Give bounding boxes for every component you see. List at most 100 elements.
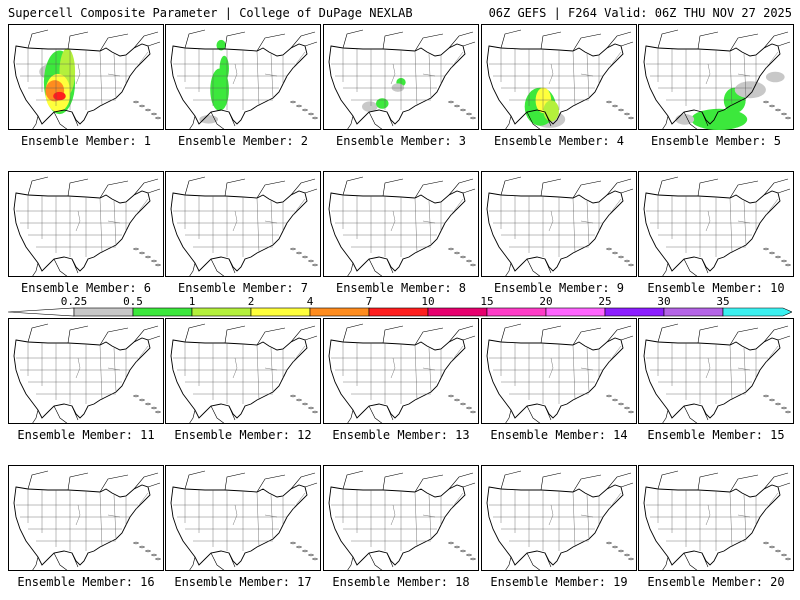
colorbar-tick-label: 0.25 bbox=[61, 295, 88, 308]
ensemble-member-label: Ensemble Member: 12 bbox=[174, 428, 312, 442]
canada-coast bbox=[462, 188, 476, 194]
colorbar-segment bbox=[73, 307, 134, 317]
caribbean-island bbox=[785, 410, 791, 414]
state-boundary bbox=[256, 197, 260, 254]
caribbean-island bbox=[460, 108, 466, 112]
mexico-coast bbox=[661, 258, 709, 277]
canada-coast bbox=[133, 325, 159, 343]
ensemble-member-map bbox=[8, 318, 164, 424]
state-boundary bbox=[765, 51, 779, 69]
canada-coast bbox=[462, 335, 476, 341]
state-boundary bbox=[705, 210, 711, 232]
ensemble-member-label: Ensemble Member: 18 bbox=[332, 575, 470, 589]
canada-coast bbox=[729, 33, 759, 52]
state-boundary bbox=[256, 344, 260, 401]
canada-coast bbox=[304, 335, 318, 341]
caribbean-island bbox=[769, 251, 775, 255]
canada-coast bbox=[256, 33, 286, 52]
canada-coast bbox=[256, 180, 286, 199]
state-boundary bbox=[608, 492, 622, 510]
canada-coast bbox=[382, 325, 404, 344]
state-boundary bbox=[256, 50, 260, 107]
canada-coast bbox=[572, 474, 602, 493]
state-boundary bbox=[572, 197, 576, 254]
canada-coast bbox=[290, 472, 316, 490]
state-boundary bbox=[572, 491, 576, 548]
canada-coast bbox=[67, 472, 89, 491]
canada-coast bbox=[606, 178, 632, 196]
canada-coast bbox=[500, 323, 522, 343]
caribbean-island bbox=[769, 545, 775, 549]
canada-coast bbox=[342, 323, 364, 343]
canada-coast bbox=[184, 29, 206, 49]
state-boundary bbox=[107, 73, 121, 77]
canada-coast bbox=[99, 327, 129, 346]
caribbean-island bbox=[454, 545, 460, 549]
caribbean-island bbox=[454, 104, 460, 108]
scp-contour-area bbox=[53, 91, 66, 101]
canada-coast bbox=[606, 31, 632, 49]
state-boundary bbox=[264, 73, 278, 77]
caribbean-island bbox=[308, 406, 314, 410]
state-boundary bbox=[99, 50, 103, 107]
caribbean-island bbox=[290, 247, 296, 251]
colorbar-segment bbox=[368, 307, 429, 317]
canada-coast bbox=[763, 472, 789, 490]
caribbean-island bbox=[290, 394, 296, 398]
canada-coast bbox=[540, 325, 562, 344]
caribbean-island bbox=[155, 557, 161, 561]
mexico-coast bbox=[346, 258, 394, 277]
state-boundary bbox=[390, 210, 396, 232]
caribbean-island bbox=[308, 553, 314, 557]
state-boundary bbox=[450, 492, 464, 510]
state-boundary bbox=[548, 504, 554, 526]
ensemble-member-map bbox=[323, 171, 479, 277]
canada-coast bbox=[500, 176, 522, 196]
caribbean-island bbox=[466, 259, 472, 263]
caribbean-island bbox=[628, 116, 634, 120]
canada-coast bbox=[620, 482, 634, 488]
header-title: Supercell Composite Parameter | College … bbox=[8, 6, 413, 20]
canada-coast bbox=[342, 29, 364, 49]
canada-coast bbox=[448, 325, 474, 343]
caribbean-island bbox=[460, 549, 466, 553]
canada-coast bbox=[500, 29, 522, 49]
caribbean-island bbox=[466, 112, 472, 116]
ensemble-member-map bbox=[165, 171, 321, 277]
canada-coast bbox=[290, 178, 316, 196]
colorbar-tick-label: 4 bbox=[307, 295, 314, 308]
state-boundary bbox=[107, 220, 121, 224]
colorbar-segment bbox=[427, 307, 488, 317]
state-boundary bbox=[729, 344, 733, 401]
ensemble-member-label: Ensemble Member: 6 bbox=[20, 281, 152, 295]
state-boundary bbox=[765, 492, 779, 510]
mexico-coast bbox=[661, 405, 709, 424]
state-boundary bbox=[99, 197, 103, 254]
colorbar-tick-label: 15 bbox=[480, 295, 493, 308]
colorbar-tick-label: 2 bbox=[248, 295, 255, 308]
canada-coast bbox=[657, 470, 679, 490]
ensemble-member-map bbox=[638, 24, 794, 130]
caribbean-island bbox=[296, 251, 302, 255]
state-boundary bbox=[75, 63, 81, 85]
caribbean-island bbox=[606, 394, 612, 398]
canada-coast bbox=[572, 180, 602, 199]
state-boundary bbox=[232, 504, 238, 526]
caribbean-island bbox=[302, 402, 308, 406]
state-boundary bbox=[292, 51, 306, 69]
caribbean-island bbox=[145, 549, 151, 553]
header-run-info: 06Z GEFS | F264 Valid: 06Z THU NOV 27 20… bbox=[488, 6, 792, 20]
state-boundary bbox=[729, 197, 733, 254]
state-boundary bbox=[264, 367, 278, 371]
colorbar-tick-label: 0.5 bbox=[123, 295, 143, 308]
canada-coast bbox=[99, 33, 129, 52]
canada-coast bbox=[729, 474, 759, 493]
canada-coast bbox=[414, 327, 444, 346]
state-boundary bbox=[292, 492, 306, 510]
caribbean-island bbox=[155, 410, 161, 414]
canada-coast bbox=[27, 470, 49, 490]
caribbean-island bbox=[133, 100, 139, 104]
colorbar-tick-label: 1 bbox=[189, 295, 196, 308]
colorbar-segment bbox=[191, 307, 252, 317]
state-boundary bbox=[580, 220, 594, 224]
